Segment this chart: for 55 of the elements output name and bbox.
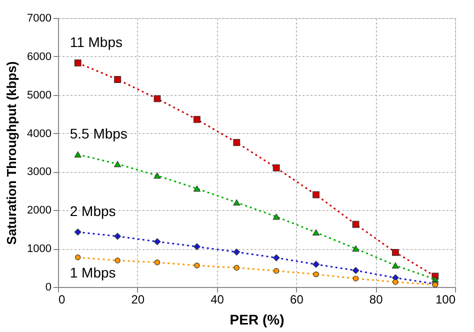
point — [392, 248, 399, 256]
point — [74, 151, 82, 158]
point — [154, 172, 161, 179]
point — [75, 254, 81, 260]
y-tick-label: 5000 — [27, 89, 52, 102]
point — [352, 220, 360, 228]
y-tick-label: 0 — [45, 282, 52, 294]
point — [194, 262, 200, 268]
point — [74, 228, 82, 236]
point — [392, 262, 399, 269]
y-tick-label: 2000 — [27, 204, 52, 217]
point — [193, 243, 200, 250]
point — [114, 258, 120, 264]
x-tick-label: 100 — [435, 292, 456, 306]
y-tick-label: 6000 — [27, 50, 52, 63]
y-tick-label: 1000 — [27, 243, 52, 256]
point — [272, 214, 280, 220]
point — [312, 260, 320, 268]
series-label: 11 Mbps — [70, 34, 123, 50]
point — [313, 271, 319, 278]
point — [352, 267, 360, 274]
series-label: 1 Mbps — [70, 264, 116, 280]
x-tick-label: 0 — [58, 292, 66, 306]
x-tick-label: 80 — [369, 292, 384, 306]
series-label: 5.5 Mbps — [70, 125, 128, 142]
y-tick-label: 7000 — [27, 12, 52, 24]
series-label: 2 Mbps — [70, 203, 116, 220]
point — [233, 199, 240, 206]
point — [233, 139, 240, 146]
x-tick-label: 40 — [210, 292, 224, 306]
point — [234, 264, 240, 271]
point — [114, 76, 122, 83]
point — [233, 248, 240, 256]
point — [312, 191, 320, 198]
y-tick-label: 3000 — [27, 166, 52, 178]
point — [312, 229, 320, 236]
point — [193, 116, 200, 123]
y-tick-label: 4000 — [27, 128, 52, 140]
point — [154, 95, 161, 102]
point — [114, 160, 122, 168]
point — [352, 276, 359, 282]
point — [193, 186, 200, 192]
point — [352, 246, 360, 252]
point — [272, 254, 280, 262]
point — [154, 238, 161, 246]
x-axis-title: PER (%) — [230, 312, 284, 328]
point — [272, 164, 280, 172]
point — [74, 60, 82, 66]
point — [154, 260, 160, 266]
point — [392, 279, 398, 285]
y-axis-title: Saturation Throughput (kbps) — [4, 61, 20, 245]
point — [274, 268, 280, 274]
x-tick-label: 60 — [290, 292, 304, 306]
x-tick-label: 20 — [131, 292, 145, 306]
point — [114, 232, 122, 240]
